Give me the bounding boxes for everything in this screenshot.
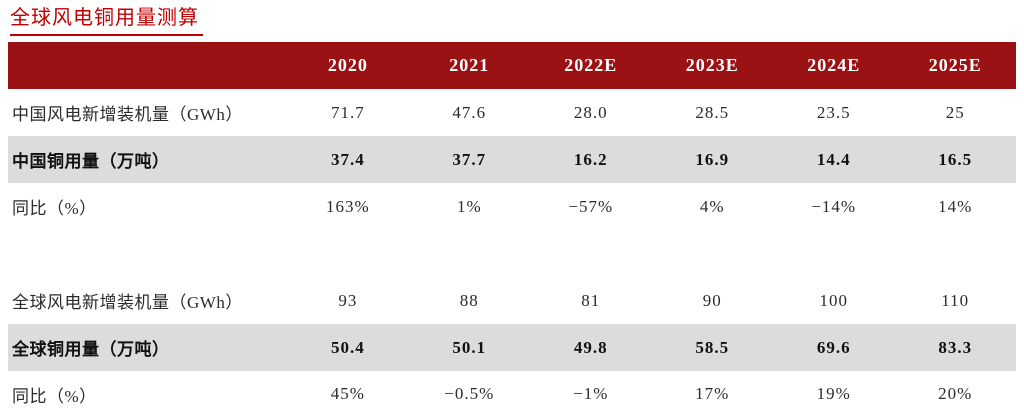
cell-value: 100 [819, 290, 848, 310]
cell-value [530, 230, 651, 277]
table-row-global-copper-usage: 全球铜用量（万吨） 50.4 50.1 49.8 58.5 69.6 83.3 [8, 324, 1016, 371]
cell-value [409, 230, 530, 277]
header-corner-cell [8, 42, 287, 89]
header-year: 2024E [807, 55, 861, 75]
cell-value: 93 [338, 290, 358, 310]
cell-value: 4% [699, 196, 725, 216]
table-row-china-yoy: 同比（%） 163% 1% −57% 4% −14% 14% [8, 183, 1016, 230]
cell-value: 110 [941, 290, 970, 310]
cell-value: 28.5 [695, 102, 730, 122]
cell-value: 71.7 [330, 102, 365, 122]
row-label: 同比（%） [12, 199, 97, 218]
table-row-global-yoy: 同比（%） 45% −0.5% −1% 17% 19% 20% [8, 371, 1016, 415]
cell-value: 163% [325, 196, 370, 216]
cell-value: 23.5 [816, 102, 851, 122]
cell-value: 17% [651, 371, 773, 415]
cell-value [894, 230, 1016, 277]
cell-value: 90 [702, 290, 722, 310]
cell-value: 69.6 [816, 337, 851, 357]
row-label: 中国铜用量（万吨） [12, 152, 170, 171]
cell-value [287, 230, 408, 277]
header-year: 2020 [327, 55, 368, 75]
cell-value: 14% [938, 196, 973, 216]
cell-value: 50.4 [330, 337, 365, 357]
cell-value: 47.6 [452, 102, 487, 122]
cell-value [652, 230, 773, 277]
table-title: 全球风电铜用量测算 [10, 5, 203, 36]
table-row-spacer [8, 230, 1016, 277]
table-row-china-wind-installed: 中国风电新增装机量（GWh） 71.7 47.6 28.0 28.5 23.5 … [8, 89, 1016, 136]
cell-value: −1% [530, 371, 652, 415]
cell-value: −0.5% [408, 371, 531, 415]
cell-value: 28.0 [573, 102, 608, 122]
cell-value: 37.7 [452, 149, 487, 169]
header-year: 2022E [564, 55, 618, 75]
cell-value: 16.5 [938, 149, 973, 169]
cell-value: 88 [459, 290, 479, 310]
cell-value: 14.4 [816, 149, 851, 169]
copper-usage-table: 2020 2021 2022E 2023E 2024E 2025E 中国风电新增… [8, 42, 1016, 415]
header-year: 2025E [928, 55, 982, 75]
header-year: 2021 [449, 55, 490, 75]
table-row-china-copper-usage: 中国铜用量（万吨） 37.4 37.7 16.2 16.9 14.4 16.5 [8, 136, 1016, 183]
cell-value [773, 230, 894, 277]
cell-value: 45% [287, 371, 409, 415]
header-year: 2023E [685, 55, 739, 75]
cell-value: 20% [894, 371, 1016, 415]
cell-value: 37.4 [330, 149, 365, 169]
cell-value: −14% [811, 196, 857, 216]
cell-value: 81 [581, 290, 601, 310]
cell-value: 58.5 [695, 337, 730, 357]
cell-value: 25 [945, 102, 965, 122]
row-label: 中国风电新增装机量（GWh） [12, 105, 243, 124]
row-label: 同比（%） [8, 371, 288, 415]
header-row: 2020 2021 2022E 2023E 2024E 2025E [8, 42, 1016, 89]
table-row-global-wind-installed: 全球风电新增装机量（GWh） 93 88 81 90 100 110 [8, 277, 1016, 324]
cell-value: 16.2 [573, 149, 608, 169]
row-label: 全球风电新增装机量（GWh） [12, 293, 243, 312]
cell-value: 50.1 [452, 337, 487, 357]
cell-value: 1% [456, 196, 482, 216]
row-label: 全球铜用量（万吨） [12, 340, 170, 359]
row-label [8, 230, 287, 277]
cell-value: 49.8 [573, 337, 608, 357]
cell-value: 83.3 [938, 337, 973, 357]
cell-value: −57% [568, 196, 614, 216]
cell-value: 19% [772, 371, 895, 415]
cell-value: 16.9 [695, 149, 730, 169]
